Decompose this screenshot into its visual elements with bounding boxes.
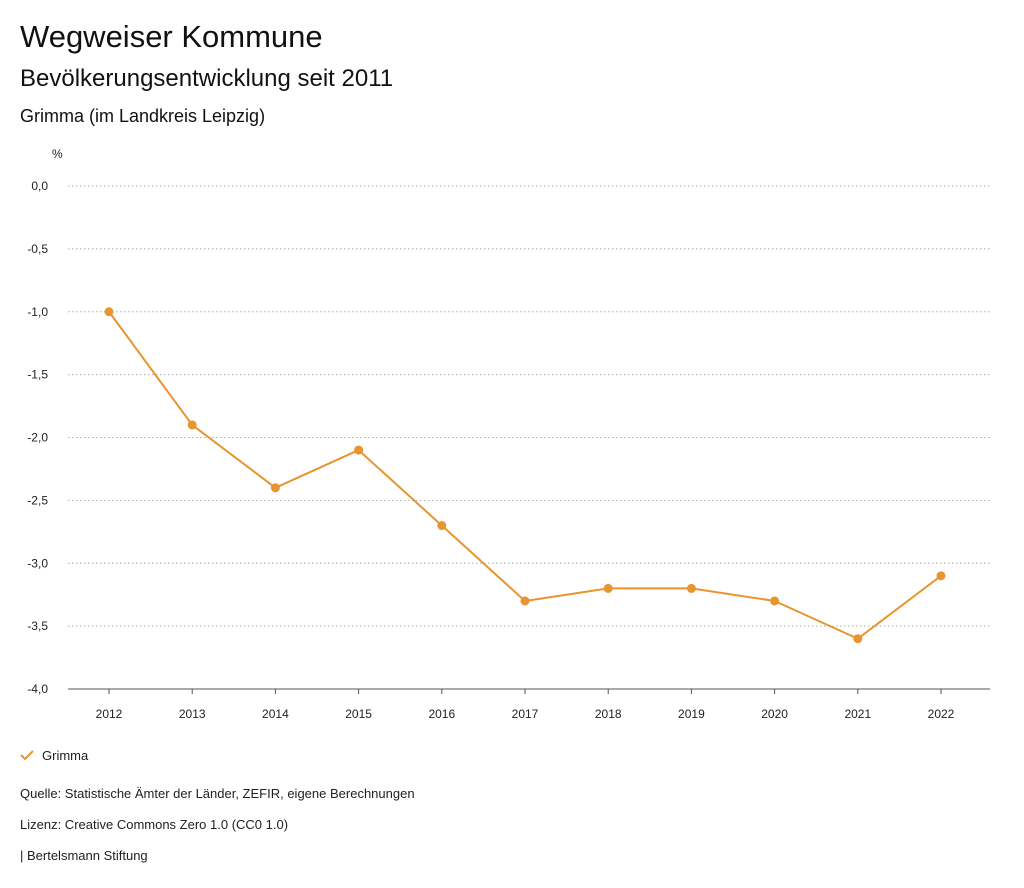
page-title: Wegweiser Kommune <box>20 19 323 54</box>
source-note: Quelle: Statistische Ämter der Länder, Z… <box>20 786 415 801</box>
license-note: Lizenz: Creative Commons Zero 1.0 (CC0 1… <box>20 817 289 832</box>
gridlines <box>68 185 990 690</box>
data-point[interactable] <box>770 596 780 606</box>
y-tick-label: -2,0 <box>27 431 48 445</box>
data-point[interactable] <box>520 596 530 606</box>
x-tick-label: 2020 <box>761 707 788 721</box>
region-label: Grimma (im Landkreis Leipzig) <box>20 106 266 126</box>
y-tick-label: -0,5 <box>27 242 48 256</box>
x-tick-label: 2017 <box>512 707 539 721</box>
y-tick-label: -2,5 <box>27 493 48 507</box>
y-tick-label: -3,5 <box>27 619 48 633</box>
x-tick-label: 2019 <box>678 707 705 721</box>
x-tick-label: 2013 <box>179 707 206 721</box>
x-tick-label: 2022 <box>928 707 955 721</box>
data-point[interactable] <box>187 420 197 430</box>
data-point[interactable] <box>437 521 447 531</box>
data-point[interactable] <box>603 583 613 593</box>
y-axis-ticks: 0,0 -0,5 -1,0 -1,5 -2,0 -2,5 -3,0 -3,5 -4,0 <box>27 179 48 696</box>
y-tick-label: -1,5 <box>27 368 48 382</box>
publisher-note: | Bertelsmann Stiftung <box>20 848 148 863</box>
y-tick-label: 0,0 <box>31 179 48 193</box>
data-point[interactable] <box>270 483 280 493</box>
data-point[interactable] <box>936 571 946 581</box>
y-tick-label: -4,0 <box>27 682 48 696</box>
data-point[interactable] <box>853 634 863 644</box>
x-tick-label: 2021 <box>844 707 871 721</box>
x-tick-label: 2016 <box>428 707 455 721</box>
legend[interactable]: Grimma <box>20 745 88 765</box>
data-point[interactable] <box>104 307 114 317</box>
line-chart: % 0,0 -0,5 -1,0 -1,5 -2,0 -2,5 -3,0 -3,5 -4,0 20… <box>27 147 990 721</box>
legend-label-grimma: Grimma <box>42 747 89 763</box>
series-line <box>108 311 942 640</box>
x-axis-ticks: 2012 2013 2014 2015 2016 2017 2018 2019 2020 2021… <box>96 689 955 721</box>
y-axis-unit: % <box>52 147 63 161</box>
checkmark-icon <box>20 750 34 761</box>
x-tick-label: 2012 <box>96 707 123 721</box>
y-tick-label: -3,0 <box>27 556 48 570</box>
data-point[interactable] <box>686 583 696 593</box>
series-grimma <box>104 307 946 644</box>
chart-subtitle: Bevölkerungsentwicklung seit 2011 <box>20 65 394 92</box>
data-point[interactable] <box>354 445 364 455</box>
x-tick-label: 2018 <box>595 707 622 721</box>
x-tick-label: 2014 <box>262 707 289 721</box>
x-tick-label: 2015 <box>345 707 372 721</box>
y-tick-label: -1,0 <box>27 305 48 319</box>
